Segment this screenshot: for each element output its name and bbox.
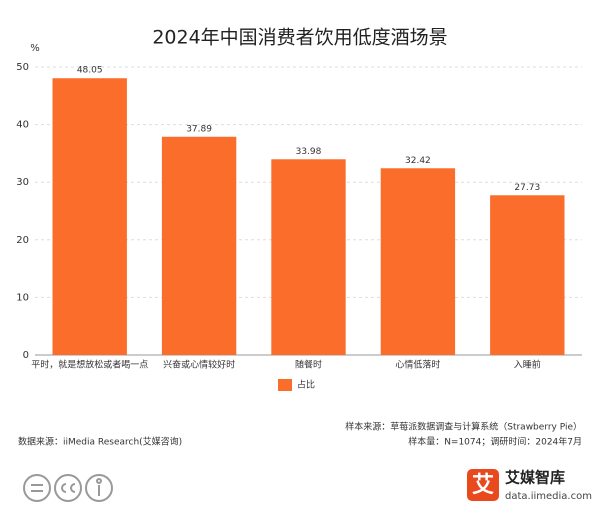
legend-label: 占比 <box>297 379 315 391</box>
value-label: 32.42 <box>405 156 431 166</box>
chart-title: 2024年中国消费者饮用低度酒场景 <box>152 27 447 49</box>
y-tick-label: 10 <box>16 292 29 303</box>
license-icons <box>23 474 113 502</box>
sample-source: 样本来源：草莓派数据调查与计算系统（Strawberry Pie） <box>345 421 582 433</box>
logo-box <box>467 469 499 501</box>
x-tick-label: 随餐时 <box>295 359 322 371</box>
x-tick-label: 兴奋或心情较好时 <box>163 359 235 371</box>
bar <box>161 136 237 355</box>
y-unit: % <box>30 43 40 54</box>
bar <box>380 168 456 355</box>
bar <box>490 195 565 355</box>
y-tick-label: 30 <box>16 177 29 188</box>
x-tick-label: 心情低落时 <box>395 359 440 371</box>
value-label: 37.89 <box>186 124 212 134</box>
logo-url: data.iimedia.com <box>505 491 592 502</box>
y-tick-label: 40 <box>16 120 29 131</box>
value-label: 48.05 <box>77 66 103 76</box>
bar <box>52 78 127 356</box>
bar <box>271 159 346 355</box>
logo-name: 艾媒智库 <box>505 469 565 487</box>
y-tick-label: 0 <box>23 350 29 361</box>
y-tick-label: 50 <box>16 62 29 73</box>
value-label: 27.73 <box>514 183 540 193</box>
x-tick-label: 平时，就是想放松或者喝一点 <box>31 359 148 371</box>
legend-swatch <box>278 379 292 391</box>
sample-size: 样本量：N=1074；调研时间：2024年7月 <box>408 436 582 448</box>
x-tick-label: 入睡前 <box>514 359 541 371</box>
value-label: 33.98 <box>296 147 322 157</box>
logo-mark: 艾 <box>472 473 494 498</box>
y-tick-label: 20 <box>16 235 29 246</box>
data-source: 数据来源：iiMedia Research(艾媒咨询) <box>18 436 182 448</box>
